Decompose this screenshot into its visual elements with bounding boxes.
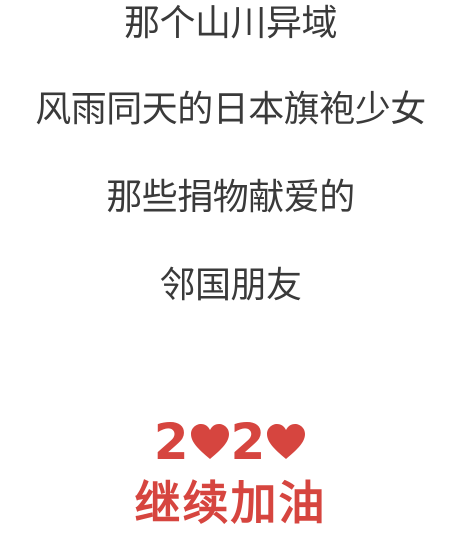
poem-line-4: 邻国朋友 (159, 265, 302, 306)
year-2020: 2 2 (0, 414, 461, 470)
poem-line-3: 那些捐物献爱的 (106, 177, 355, 218)
poem-line-1: 那个山川异域 (123, 3, 338, 44)
poem-line-2: 风雨同天的日本旗袍少女 (35, 89, 426, 130)
year-digit-1: 2 (153, 413, 189, 471)
slogan: 2 2 继续加油 (0, 414, 461, 530)
heart-icon (266, 423, 306, 461)
heart-icon (190, 423, 230, 461)
year-digit-2: 2 (230, 413, 266, 471)
cheer-text: 继续加油 (134, 476, 327, 530)
